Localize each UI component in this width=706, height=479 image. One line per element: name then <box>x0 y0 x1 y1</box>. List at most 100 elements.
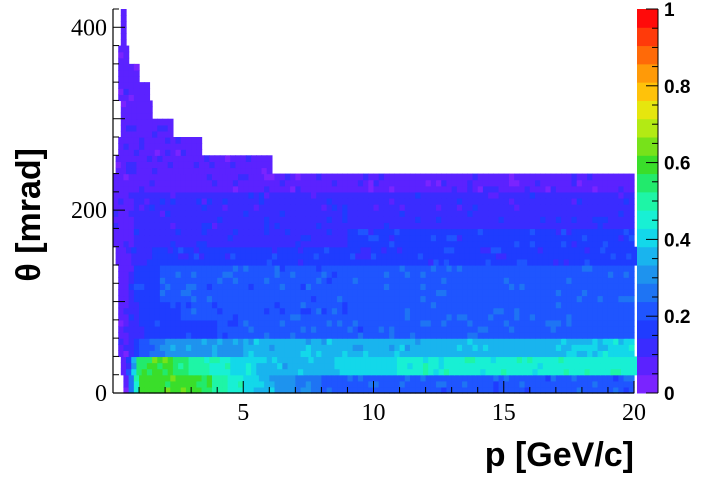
heatmap-cell <box>480 252 487 260</box>
heatmap-cell <box>133 185 140 193</box>
heatmap-cell <box>321 283 328 290</box>
heatmap-cell <box>209 246 216 254</box>
heatmap-cell <box>540 386 547 394</box>
heatmap-cell <box>248 197 255 205</box>
heatmap-cell <box>347 216 354 223</box>
heatmap-cell <box>305 301 312 309</box>
heatmap-cell <box>305 325 312 333</box>
heatmap-cell <box>519 307 526 315</box>
heatmap-cell <box>389 289 395 297</box>
heatmap-cell <box>337 228 343 236</box>
heatmap-cell <box>162 356 169 364</box>
heatmap-cell <box>128 228 135 236</box>
heatmap-cell <box>258 350 265 358</box>
heatmap-cell <box>139 289 145 297</box>
heatmap-cell <box>357 210 364 217</box>
heatmap-cell <box>498 325 505 333</box>
heatmap-cell <box>238 222 244 230</box>
heatmap-cell <box>535 204 541 211</box>
heatmap-cell <box>232 271 239 278</box>
heatmap-cell <box>467 265 474 272</box>
heatmap-cell <box>626 368 632 376</box>
heatmap-cell <box>576 338 583 345</box>
heatmap-cell <box>290 173 296 181</box>
heatmap-cell <box>477 216 484 223</box>
heatmap-cell <box>498 173 505 181</box>
heatmap-cell <box>180 374 187 382</box>
heatmap-cell <box>459 246 466 254</box>
heatmap-cell <box>274 179 281 187</box>
heatmap-cell <box>566 295 573 303</box>
heatmap-cell <box>391 252 398 260</box>
heatmap-cell <box>232 325 239 333</box>
heatmap-cell <box>383 289 390 297</box>
heatmap-cell <box>602 301 609 309</box>
heatmap-cell <box>592 338 599 345</box>
heatmap-cell <box>191 283 197 290</box>
heatmap-cell <box>602 179 609 187</box>
heatmap-cell <box>446 228 453 236</box>
heatmap-cell <box>204 356 210 364</box>
heatmap-cell <box>535 380 541 388</box>
heatmap-cell <box>144 191 151 199</box>
heatmap-cell <box>269 191 276 199</box>
heatmap-cell <box>149 350 156 358</box>
heatmap-cell <box>420 350 427 358</box>
heatmap-cell <box>300 338 307 345</box>
heatmap-cell <box>146 106 153 114</box>
heatmap-cell <box>454 356 461 364</box>
heatmap-cell <box>290 185 296 193</box>
heatmap-cell <box>344 252 351 260</box>
heatmap-cell <box>490 252 497 260</box>
heatmap-cell <box>222 313 229 321</box>
heatmap-cell <box>240 167 247 175</box>
heatmap-cell <box>180 149 187 156</box>
heatmap-cell <box>571 210 578 217</box>
heatmap-cell <box>133 173 140 181</box>
heatmap-cell <box>597 271 604 278</box>
heatmap-cell <box>420 319 427 327</box>
heatmap-cell <box>290 240 296 248</box>
heatmap-cell <box>264 344 270 351</box>
heatmap-cell <box>305 380 312 388</box>
heatmap-cell <box>198 258 205 266</box>
heatmap-cell <box>425 332 432 339</box>
heatmap-cell <box>540 374 547 382</box>
heatmap-cell <box>209 252 216 260</box>
heatmap-cell <box>511 252 518 260</box>
heatmap-cell <box>191 374 197 382</box>
heatmap-cell <box>618 307 625 315</box>
heatmap-cell <box>214 155 221 162</box>
heatmap-cell <box>404 179 411 187</box>
heatmap-cell <box>623 313 630 321</box>
heatmap-cell <box>269 179 276 187</box>
heatmap-cell <box>555 197 562 205</box>
heatmap-cell <box>118 313 125 321</box>
heatmap-cell <box>331 271 338 278</box>
heatmap-cell <box>524 277 531 284</box>
heatmap-cell <box>581 222 588 230</box>
heatmap-cell <box>550 191 557 199</box>
heatmap-cell <box>430 179 437 187</box>
heatmap-cell <box>469 246 476 254</box>
heatmap-cell <box>347 283 354 290</box>
heatmap-cell <box>404 350 411 358</box>
heatmap-cell <box>464 252 471 260</box>
heatmap-cell <box>462 307 468 315</box>
heatmap-cell <box>185 228 192 236</box>
heatmap-cell <box>607 204 614 211</box>
heatmap-cell <box>623 234 630 242</box>
heatmap-cell <box>185 240 192 248</box>
heatmap-cell <box>206 216 213 223</box>
heatmap-cell <box>222 173 229 181</box>
heatmap-cell <box>409 185 416 193</box>
heatmap-cell <box>508 289 515 297</box>
heatmap-cell <box>120 362 127 370</box>
heatmap-cell <box>430 380 437 388</box>
heatmap-cell <box>123 143 130 150</box>
heatmap-cell <box>316 319 322 327</box>
heatmap-cell <box>165 204 171 211</box>
heatmap-cell <box>363 301 369 309</box>
heatmap-cell <box>623 350 630 358</box>
heatmap-cell <box>292 246 299 254</box>
